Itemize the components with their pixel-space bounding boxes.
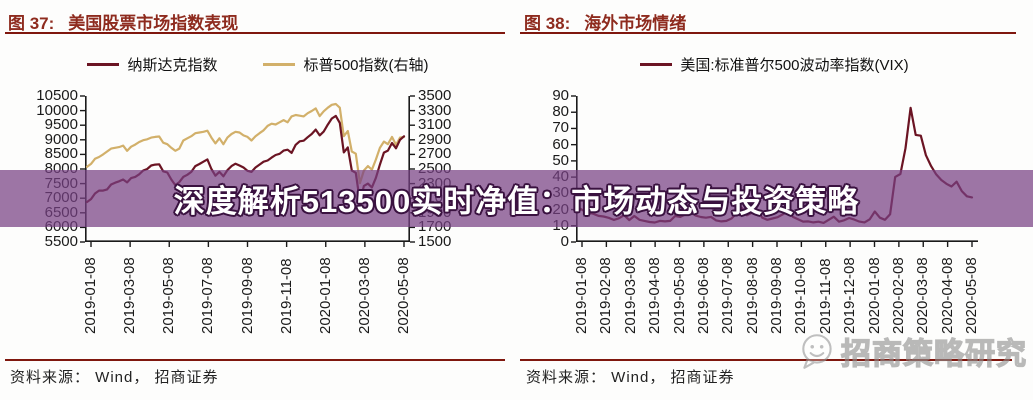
y-axis-right-tick-label: 3100: [418, 116, 452, 134]
y-axis-tick-label: 90: [552, 87, 569, 104]
x-axis-tick-label: 2019-07-08: [199, 257, 217, 334]
source-rule: [520, 359, 1012, 361]
legend-line-swatch: [87, 63, 120, 66]
source-note: 资料来源： Wind， 招商证券: [526, 369, 735, 386]
y-axis-right-tick-label: 3300: [418, 101, 452, 119]
y-axis-right-tick-label: 1500: [418, 233, 452, 250]
y-axis-tick-label: 70: [552, 119, 569, 137]
y-axis-tick-label: 10000: [36, 101, 78, 119]
legend-label: 标普500指数(右轴): [303, 57, 429, 74]
figure-header: 图 37: 美国股票市场指数表现: [8, 9, 238, 34]
legend-line-swatch: [640, 63, 673, 66]
x-axis-tick-label: 2019-06-08: [694, 257, 712, 334]
legend-item: 标普500指数(右轴): [263, 54, 429, 75]
y-axis-tick-label: 10500: [36, 87, 78, 104]
x-axis-tick-label: 2019-03-08: [121, 257, 139, 334]
brand-watermark: 招商策略研究: [797, 329, 1027, 373]
x-axis-tick-label: 2019-05-08: [160, 257, 178, 334]
x-axis-tick-label: 2019-07-08: [719, 257, 737, 334]
legend-item: 纳斯达克指数: [87, 54, 217, 75]
source-rule: [5, 359, 505, 361]
header-rule: [520, 32, 1016, 34]
legend-label: 纳斯达克指数: [127, 57, 218, 74]
x-axis-tick-label: 2020-03-08: [914, 257, 932, 334]
y-axis-tick-label: 9500: [44, 116, 78, 134]
y-axis-right-tick-label: 2900: [418, 130, 452, 148]
legend-label: 美国:标准普尔500波动率指数(VIX): [680, 57, 909, 74]
legend-line-swatch: [263, 63, 296, 66]
x-axis-tick-label: 2019-11-08: [816, 258, 834, 334]
overlay-title: 深度解析513500实时净值：市场动态与投资策略: [173, 184, 860, 219]
figure-title: 美国股票市场指数表现: [68, 14, 239, 33]
x-axis-tick-label: 2019-03-08: [621, 257, 639, 334]
x-axis-tick-label: 2019-09-08: [768, 257, 785, 334]
x-axis-tick-label: 2019-12-08: [841, 257, 859, 334]
x-axis-tick-label: 2020-03-08: [355, 257, 373, 334]
y-axis-tick-label: 50: [552, 151, 569, 169]
x-axis-tick-label: 2019-11-08: [277, 258, 295, 334]
x-axis-tick-label: 2019-01-08: [573, 257, 590, 334]
x-axis-tick-label: 2019-01-08: [82, 257, 99, 334]
figure-label: 图 37:: [8, 14, 55, 33]
x-axis-tick-label: 2020-05-08: [963, 257, 980, 334]
y-axis-tick-label: 80: [552, 103, 569, 121]
x-axis-tick-label: 2020-01-08: [865, 257, 883, 334]
x-axis-tick-label: 2019-08-08: [743, 257, 761, 334]
x-axis-tick-label: 2020-05-08: [395, 257, 412, 334]
header-rule: [5, 32, 505, 34]
chart-legend: 美国:标准普尔500波动率指数(VIX): [516, 54, 1033, 75]
x-axis-tick-label: 2019-02-08: [597, 257, 615, 334]
x-axis-tick-label: 2020-01-08: [316, 257, 334, 334]
x-axis-tick-label: 2019-09-08: [238, 257, 256, 334]
x-axis-tick-label: 2019-10-08: [792, 257, 810, 334]
wechat-bubble-smiley-icon: [802, 334, 832, 369]
y-axis-tick-label: 9000: [44, 130, 78, 148]
y-axis-tick-label: 60: [552, 135, 569, 153]
watermark-text: 招商策略研究: [840, 337, 1027, 371]
figure-title: 海外市场情绪: [584, 14, 687, 33]
y-axis-tick-label: 0: [560, 233, 569, 250]
source-note: 资料来源： Wind， 招商证券: [10, 369, 219, 386]
x-axis-tick-label: 2020-04-08: [938, 257, 956, 334]
y-axis-tick-label: 5500: [44, 233, 78, 250]
figure-label: 图 38:: [524, 14, 571, 33]
y-axis-tick-label: 8500: [44, 145, 78, 163]
figure-header: 图 38: 海外市场情绪: [524, 9, 686, 34]
chart-legend: 纳斯达克指数 标普500指数(右轴): [0, 54, 516, 75]
x-axis-tick-label: 2020-02-08: [889, 257, 907, 334]
legend-item: 美国:标准普尔500波动率指数(VIX): [640, 54, 909, 75]
overlay-banner: 深度解析513500实时净值：市场动态与投资策略: [0, 170, 1033, 227]
x-axis-tick-label: 2019-05-08: [670, 257, 688, 334]
x-axis-tick-label: 2019-04-08: [646, 257, 664, 334]
y-axis-right-tick-label: 2700: [418, 145, 452, 163]
y-axis-right-tick-label: 3500: [418, 87, 452, 104]
